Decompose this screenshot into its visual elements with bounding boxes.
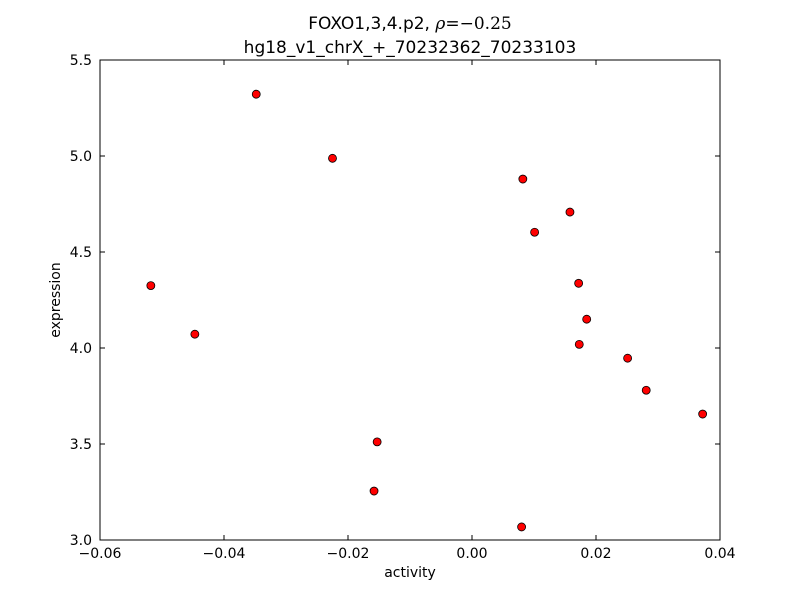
x-tick-label: 0.02 — [580, 546, 611, 562]
y-tick-label: 4.0 — [70, 341, 92, 357]
data-point — [574, 278, 584, 288]
chart-title-line1: FOXO1,3,4.p2, ρ=−0.25 — [308, 14, 511, 34]
x-tick-label: −0.06 — [79, 546, 122, 562]
y-tick-label: 4.5 — [70, 245, 92, 261]
data-point — [530, 227, 540, 237]
data-points — [146, 89, 708, 532]
axis-ticks: −0.06 −0.04 −0.02 0.00 0.02 0.04 3.0 3.5 4.0 4.5 5… — [70, 53, 736, 562]
chart-title-line2: hg18_v1_chrX_+_70232362_70233103 — [244, 38, 577, 58]
data-point — [582, 314, 592, 324]
data-point — [517, 522, 526, 532]
data-point — [565, 207, 575, 217]
x-tick-label: 0.00 — [456, 546, 487, 562]
data-point — [623, 353, 633, 363]
data-point — [146, 281, 156, 291]
x-tick-label: 0.04 — [704, 546, 735, 562]
y-tick-label: 5.0 — [70, 149, 92, 165]
y-tick-label: 3.5 — [70, 437, 92, 453]
data-point — [698, 409, 708, 419]
y-tick-label: 5.5 — [70, 53, 92, 69]
data-point — [372, 437, 382, 447]
data-point — [518, 174, 528, 184]
y-axis-label: expression — [48, 262, 64, 338]
y-tick-label: 3.0 — [70, 533, 92, 549]
x-tick-label: −0.02 — [327, 546, 370, 562]
data-point — [641, 385, 651, 395]
chart-title-prefix: FOXO1,3,4.p2, — [308, 14, 435, 34]
data-point — [369, 486, 379, 496]
x-tick-label: −0.04 — [203, 546, 246, 562]
data-point — [190, 329, 200, 339]
chart-title-rho-value: =−0.25 — [445, 14, 511, 34]
x-axis-label: activity — [384, 565, 436, 581]
plot-frame — [99, 59, 721, 541]
data-point — [574, 339, 584, 349]
data-point — [328, 153, 337, 163]
data-point — [251, 89, 261, 99]
chart-title-rho-symbol: ρ — [434, 14, 445, 34]
